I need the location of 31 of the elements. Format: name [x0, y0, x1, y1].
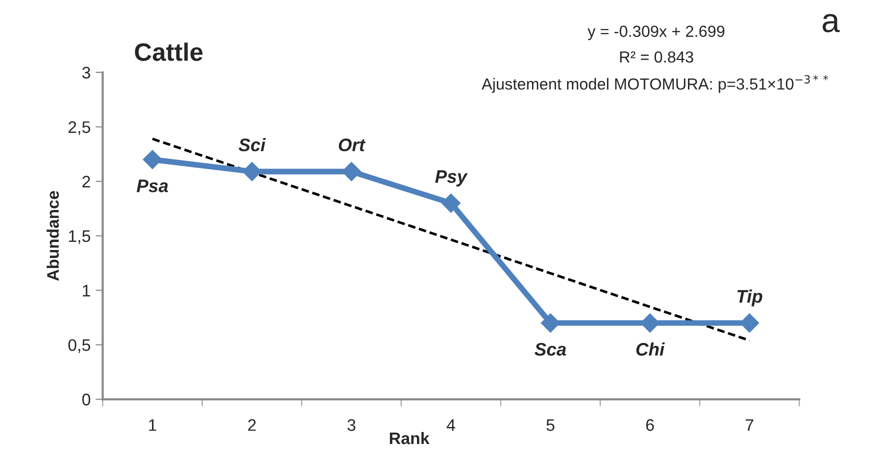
x-tick-label: 7 [746, 419, 754, 431]
annotation: Psa [136, 180, 168, 192]
point [242, 162, 262, 182]
y-tick-label: 0 [82, 394, 90, 406]
annotation: Sci [238, 138, 266, 152]
y-tick-label: 0,5 [68, 339, 90, 353]
text: R² = 0.843 [620, 51, 694, 63]
point [441, 194, 460, 213]
y-tick-label: 1,5 [68, 230, 90, 244]
y-tick-label: 2 [82, 176, 90, 188]
x-tick-label: 1 [149, 419, 156, 431]
text: a [822, 14, 840, 32]
annotation: Ajustement model MOTOMURA: p=3.51×10$^{−3**}$ [482, 75, 828, 93]
annotation: Chi [636, 342, 665, 356]
y-axis-title: Abundance [46, 191, 59, 281]
x-tick-label: 4 [446, 419, 456, 431]
annotation: Tip [737, 290, 762, 306]
annotation: Sca [534, 342, 566, 356]
x-tick-label: 2 [248, 419, 256, 431]
text: y = -0.309x + 2.699 [588, 26, 724, 40]
x-axis-title: Rank [390, 432, 430, 444]
y-tick-label: 2,5 [68, 121, 90, 136]
y-tick-label: 1 [82, 284, 90, 296]
x-tick-label: 6 [646, 419, 654, 431]
point [142, 150, 162, 170]
x-tick-label: 3 [347, 419, 356, 431]
annotation: Ort [338, 138, 366, 152]
annotation: Psy [435, 170, 468, 186]
x-tick-label: 5 [546, 419, 554, 431]
chart-title: Cattle [134, 42, 203, 61]
y-tick-label: 3 [82, 66, 90, 79]
